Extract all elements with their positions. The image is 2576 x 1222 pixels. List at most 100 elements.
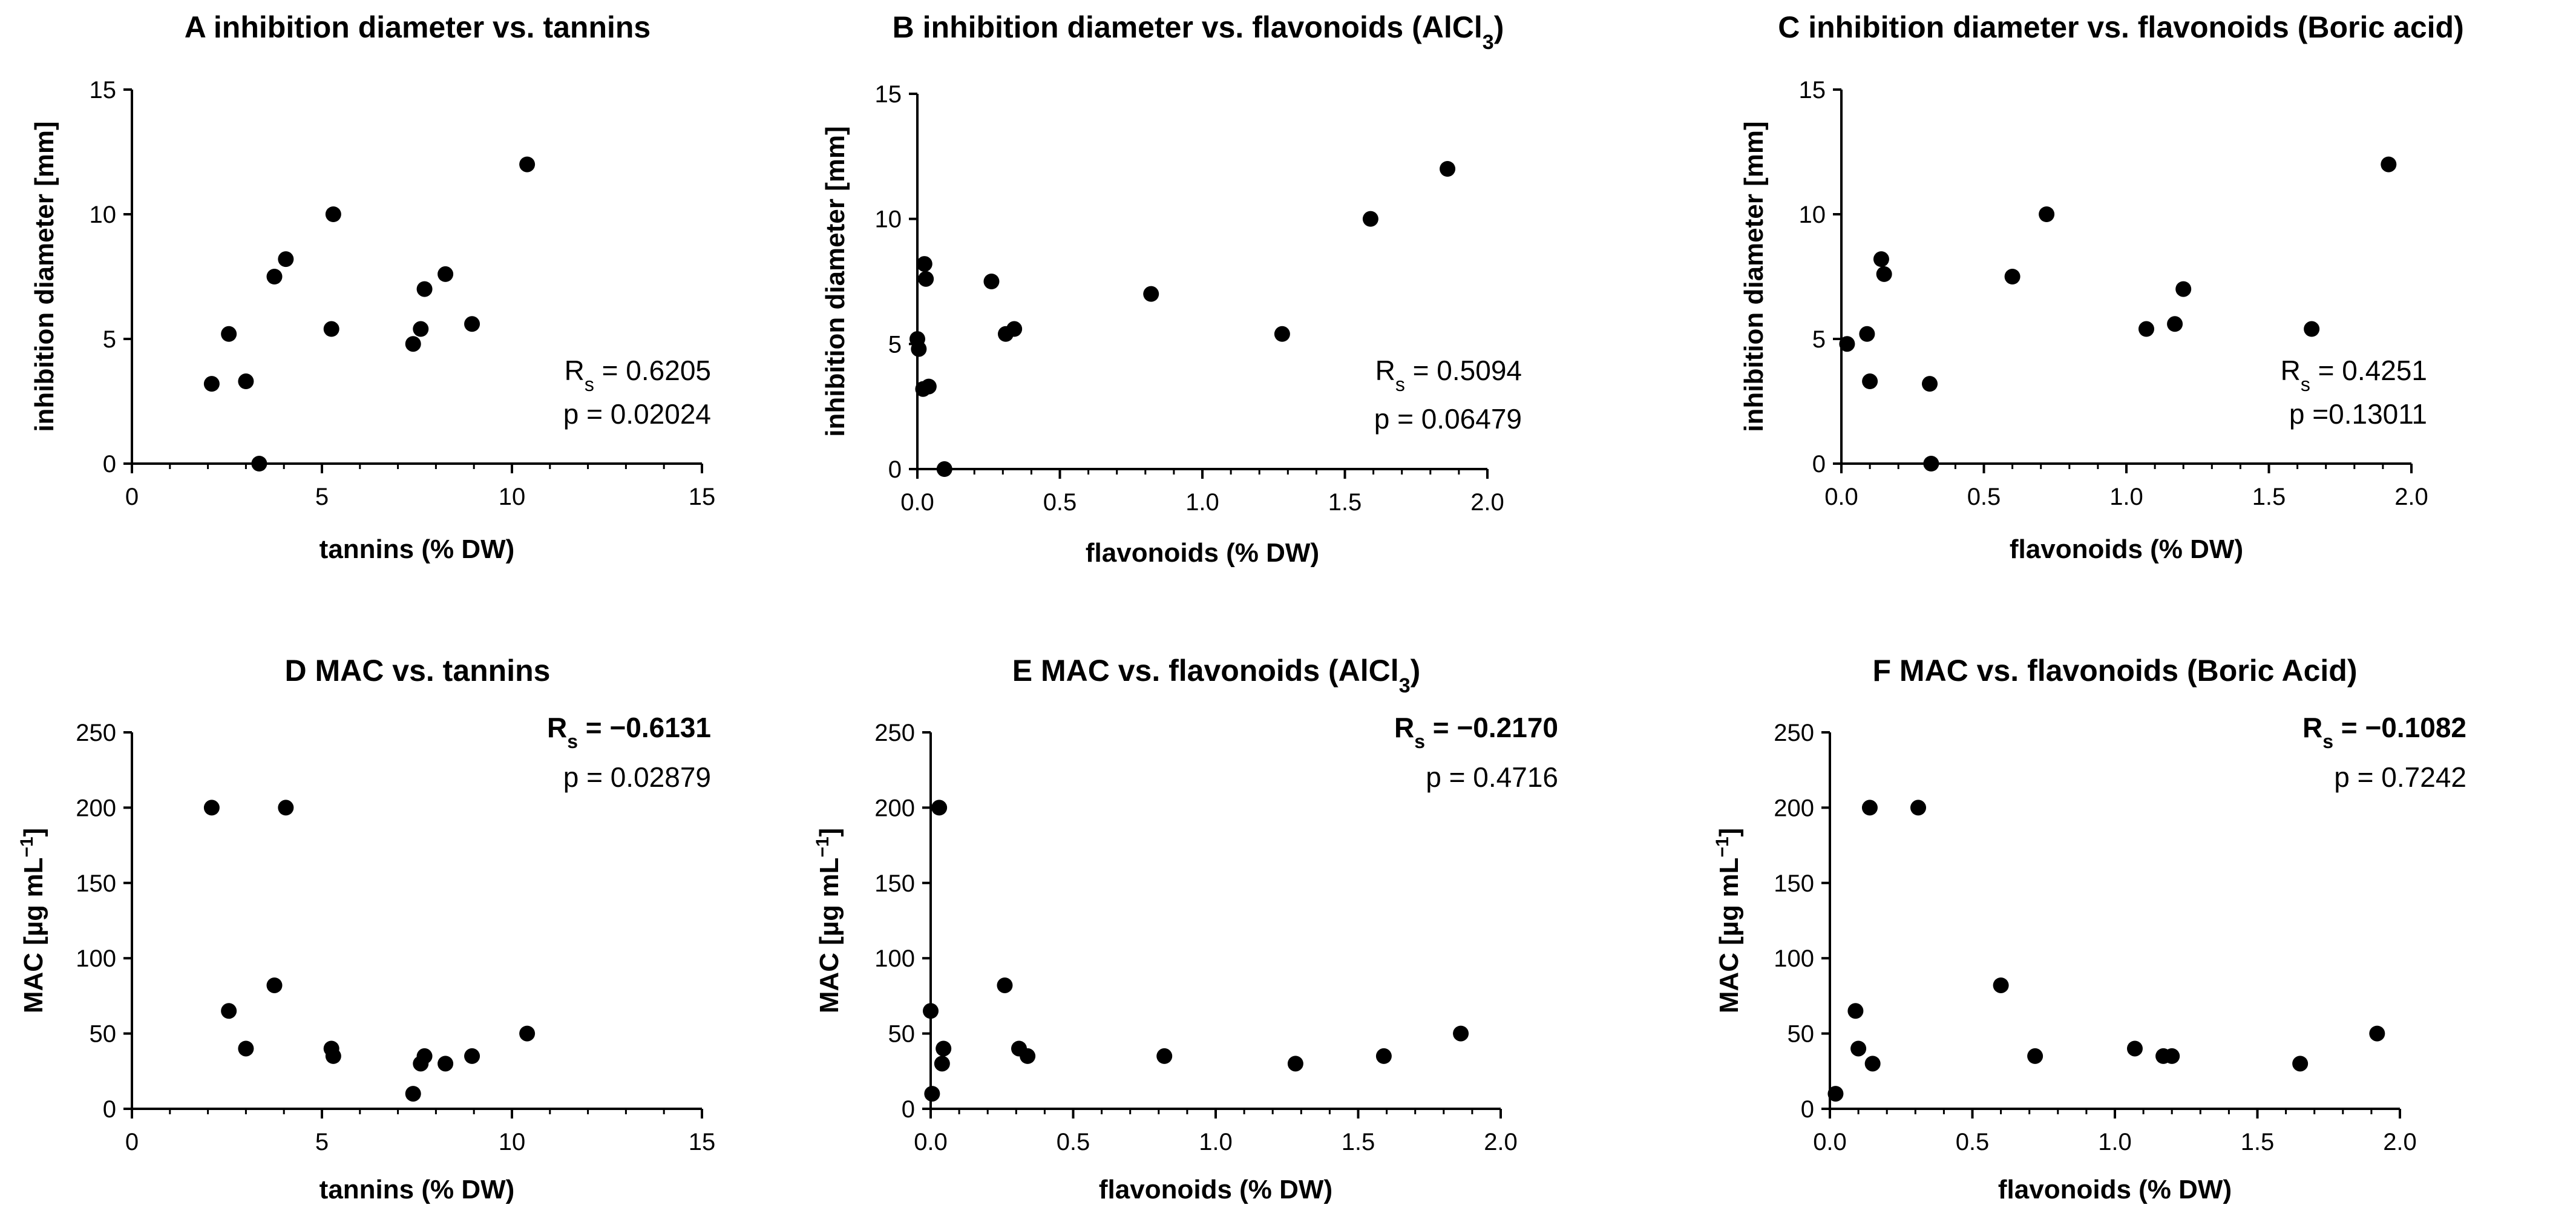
panel-f-data-point: [1993, 977, 2009, 993]
panel-b-y-label: inhibition diameter [mm]: [821, 126, 850, 436]
panel-c-title: C inhibition diameter vs. flavonoids (Bo…: [1778, 10, 2464, 44]
panel-f-y-label: MAC [µg mL−1]: [1712, 828, 1745, 1013]
panel-f-data-point: [2027, 1048, 2043, 1064]
panel-a-p-annotation: p = 0.02024: [563, 398, 711, 430]
panel-f-x-label: flavonoids (% DW): [1998, 1175, 2232, 1204]
panel-a-y-tick-label: 10: [90, 202, 117, 228]
panel-d-p-annotation: p = 0.02879: [563, 761, 711, 793]
panel-e-y-tick-label: 150: [874, 870, 915, 897]
panel-c-x-label: flavonoids (% DW): [2010, 534, 2243, 564]
panel-e-y-tick-label: 0: [902, 1096, 915, 1123]
panel-c-data-point: [2167, 316, 2183, 332]
panel-c-data-point: [1862, 373, 1878, 390]
panel-e-y-tick-label: 50: [888, 1021, 916, 1048]
panel-c-data-point: [1873, 251, 1889, 268]
panel-a-title: A inhibition diameter vs. tannins: [185, 10, 651, 44]
panel-e-x-tick-label: 1.5: [1342, 1129, 1375, 1155]
panel-a-data-point: [438, 266, 454, 282]
panel-b-x-tick-label: 2.0: [1470, 489, 1504, 516]
panel-c-x-tick-label: 1.0: [2109, 484, 2143, 510]
panel-a-data-point: [413, 321, 429, 337]
panel-b-y-tick-label: 15: [875, 81, 902, 108]
panel-e: E MAC vs. flavonoids (AlCl3) 0 50 100 150 200…: [813, 654, 1559, 1204]
panel-a-data-point: [325, 206, 341, 222]
panel-c-data-point: [2138, 321, 2154, 337]
panel-f-data-point: [2369, 1025, 2385, 1042]
panel-b-y-tick-label: 10: [875, 206, 902, 233]
panel-a-data-point: [519, 156, 536, 172]
panel-d-data-point: [203, 800, 220, 816]
panel-d-data-point: [221, 1003, 237, 1019]
panel-d-data-point: [238, 1040, 254, 1057]
panel-b-data-point: [983, 274, 1000, 289]
panel-d-title: D MAC vs. tannins: [285, 654, 551, 688]
panel-b-x-tick-label: 1.5: [1328, 489, 1362, 516]
panel-f-data-point: [2164, 1048, 2180, 1064]
panel-b-p-annotation: p = 0.06479: [1374, 403, 1522, 435]
panel-b-x-tick-label: 0.5: [1043, 489, 1077, 516]
panel-f-data-point: [2292, 1056, 2309, 1072]
panel-c-x-tick-label: 0.5: [1967, 484, 2001, 510]
panel-b-y-tick-label: 0: [888, 456, 902, 483]
panel-e-x-tick-label: 0.5: [1057, 1129, 1090, 1155]
panel-f-x-tick-label: 1.0: [2098, 1129, 2132, 1155]
panel-b-data-point: [936, 461, 952, 477]
panel-e-p-annotation: p = 0.4716: [1426, 761, 1558, 793]
panel-a-data-point: [464, 316, 480, 332]
panel-e-y-tick-label: 100: [874, 945, 915, 972]
panel-a-data-point: [203, 376, 220, 392]
panel-d-data-point: [519, 1025, 536, 1042]
panel-d-rs-annotation: Rs = −0.6131: [547, 712, 711, 752]
panel-f: F MAC vs. flavonoids (Boric Acid) 0 50 100 1…: [1712, 654, 2467, 1204]
panel-a-data-point: [238, 373, 254, 390]
panel-f-y-tick-label: 250: [1774, 720, 1814, 746]
panel-b-x-tick-label: 1.0: [1185, 489, 1219, 516]
panel-f-data-point: [2126, 1040, 2143, 1057]
panel-e-data-point: [1020, 1048, 1036, 1064]
panel-c-y-tick-label: 15: [1799, 77, 1826, 103]
panel-f-y-tick-label: 200: [1774, 795, 1814, 821]
panel-e-x-tick-label: 0.0: [914, 1129, 948, 1155]
panel-c-data-point: [1876, 266, 1892, 282]
panel-e-data-point: [1453, 1025, 1469, 1042]
panel-d-y-tick-label: 200: [76, 795, 116, 821]
panel-f-data-point: [1847, 1003, 1864, 1019]
panel-f-data-point: [1864, 1056, 1881, 1072]
panel-a-x-tick-label: 15: [689, 484, 716, 510]
panel-c-rs-annotation: Rs = 0.4251: [2281, 355, 2427, 395]
panel-e-data-point: [997, 977, 1013, 993]
panel-c-data-point: [2039, 206, 2055, 222]
panel-f-x-tick-label: 1.5: [2241, 1129, 2275, 1155]
panel-e-data-point: [1156, 1048, 1173, 1064]
panel-a-data-point: [323, 321, 339, 337]
panel-c-y-tick-label: 0: [1812, 451, 1826, 478]
panel-b-x-tick-label: 0.0: [900, 489, 934, 516]
panel-c-data-point: [1923, 456, 1939, 471]
panel-d-y-label: MAC [µg mL−1]: [17, 828, 49, 1013]
panel-e-x-label: flavonoids (% DW): [1099, 1175, 1332, 1204]
panel-c-x-tick-label: 0.0: [1824, 484, 1858, 510]
panel-a-rs-annotation: Rs = 0.6205: [565, 355, 711, 395]
panel-d-data-point: [405, 1086, 421, 1102]
panel-a-data-point: [221, 326, 237, 342]
panel-f-data-point: [1861, 800, 1878, 816]
panel-b-x-label: flavonoids (% DW): [1086, 538, 1319, 568]
panel-f-p-annotation: p = 0.7242: [2334, 761, 2466, 793]
panel-e-data-point: [1287, 1056, 1303, 1072]
panel-f-data-point: [1827, 1086, 1844, 1102]
panel-f-y-tick-label: 150: [1774, 870, 1814, 897]
panel-c-data-point: [2381, 156, 2397, 172]
panel-e-rs-annotation: Rs = −0.2170: [1394, 712, 1558, 752]
panel-e-title: E MAC vs. flavonoids (AlCl3): [1012, 654, 1421, 697]
panel-c-x-tick-label: 1.5: [2252, 484, 2286, 510]
panel-a-x-label: tannins (% DW): [320, 534, 515, 564]
panel-d-y-tick-label: 100: [76, 945, 116, 972]
panel-d-x-tick-label: 10: [499, 1129, 526, 1155]
panel-f-title: F MAC vs. flavonoids (Boric Acid): [1872, 654, 2357, 688]
panel-d-data-point: [278, 800, 294, 816]
panel-c-data-point: [2304, 321, 2320, 337]
panel-b-data-point: [911, 341, 927, 357]
panel-e-x-tick-label: 2.0: [1484, 1129, 1518, 1155]
panel-d-x-tick-label: 15: [689, 1129, 716, 1155]
panel-a-y-tick-label: 0: [103, 451, 116, 478]
